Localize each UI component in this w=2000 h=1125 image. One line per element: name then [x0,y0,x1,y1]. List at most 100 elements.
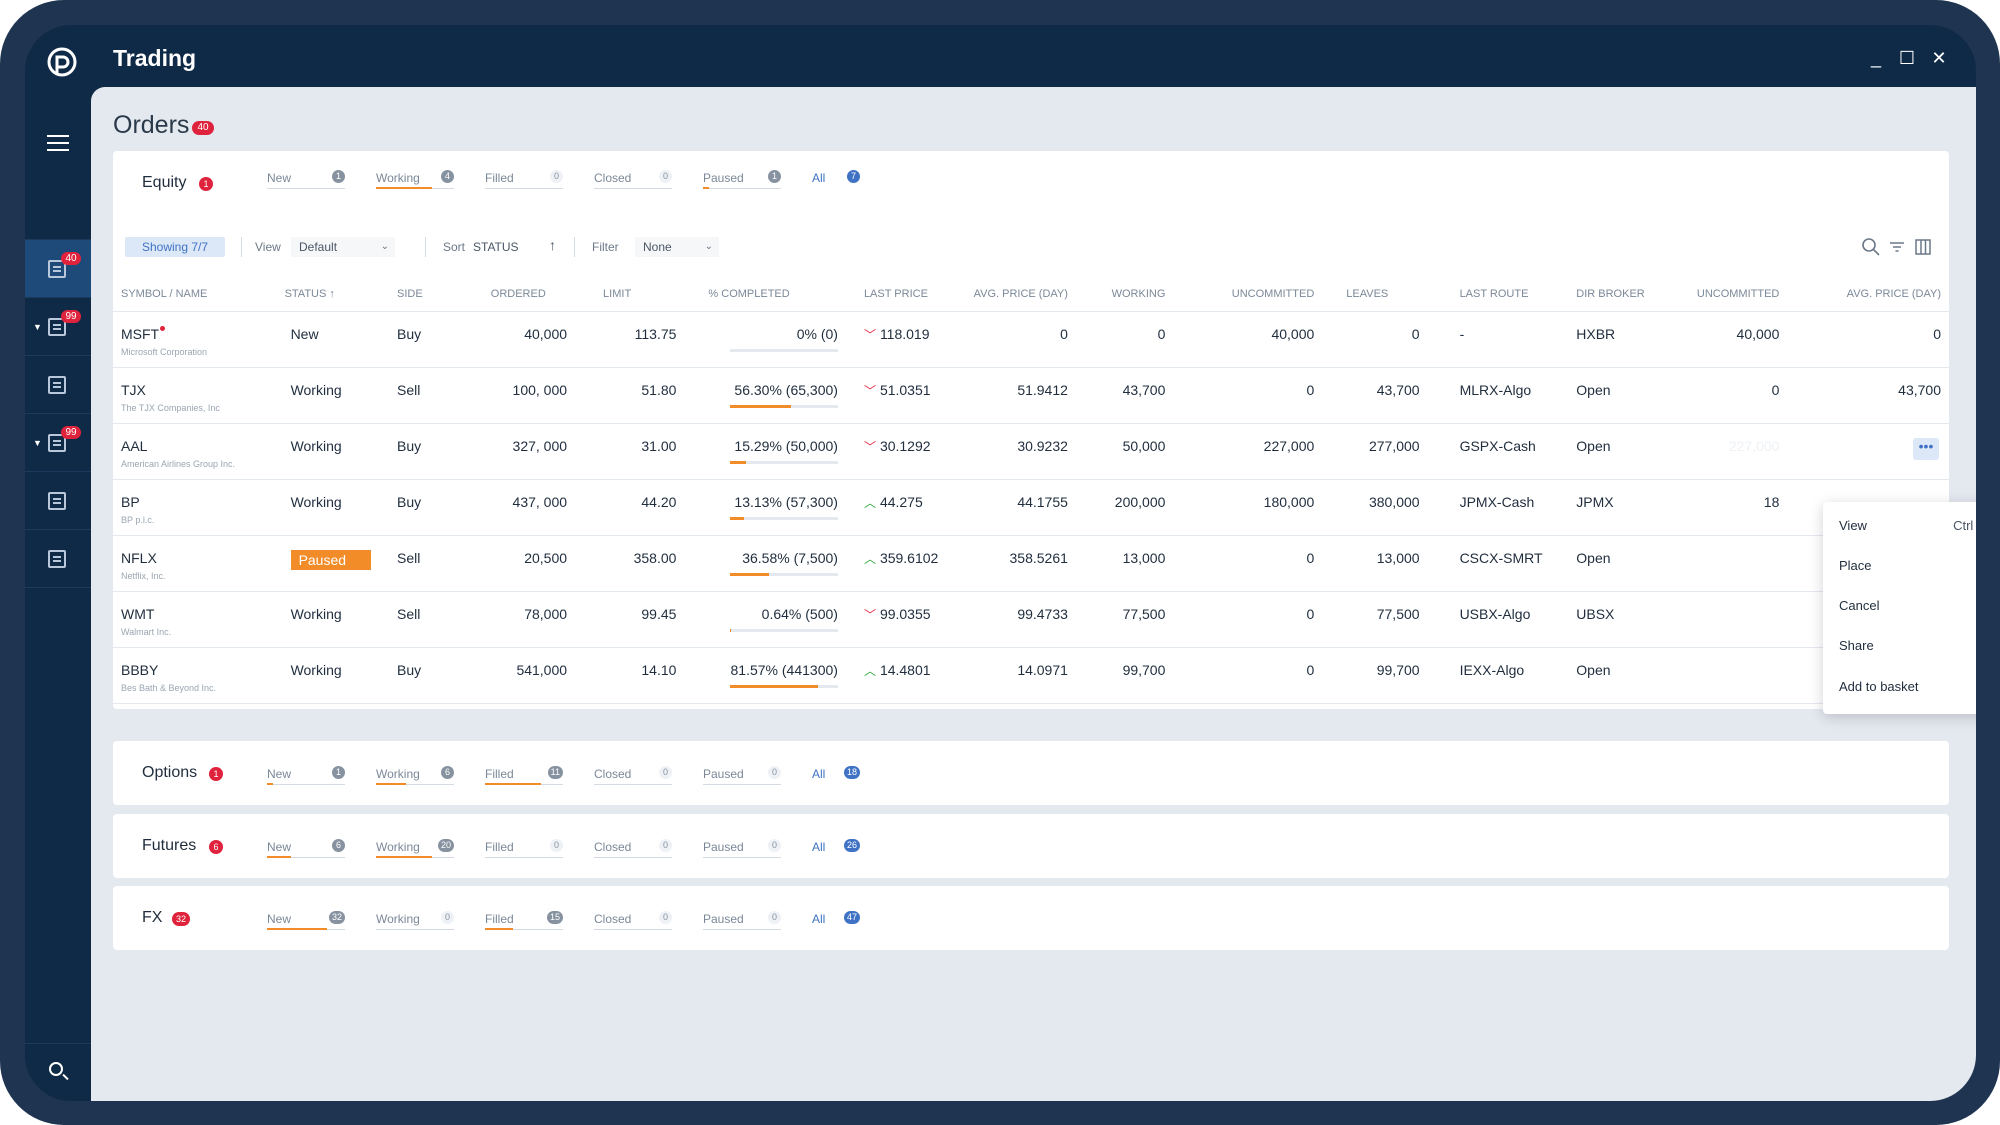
table-row[interactable]: NFLX Netflix, Inc. Paused Sell 20,500 358.00 3… [113,535,1949,592]
cell-last-route: USBX-Algo [1427,591,1553,648]
tab-working[interactable]: Working 0 [376,908,454,930]
cell-uncommitted: 180,000 [1189,479,1323,536]
search-icon[interactable] [1861,237,1881,257]
cell-dir-broker: Open [1552,423,1665,480]
menu-item-place[interactable]: Placep [1839,558,1976,582]
table-row[interactable]: WMT Walmart Inc. Working Sell 78,000 99.45 0.6… [113,591,1949,648]
cell-dir-broker: UBSX [1552,591,1665,648]
sidebar-item-orders[interactable]: 40 [25,239,91,297]
cell-leaves: 99,700 [1322,647,1428,704]
tab-count: 20 [437,839,454,852]
panel-badge: 1 [209,767,223,781]
tab-closed[interactable]: Closed 0 [594,167,672,189]
filter-icon[interactable] [1887,237,1907,257]
filter-select[interactable]: None ⌄ [635,237,719,257]
sidebar-item-doc2[interactable] [25,529,91,588]
tab-paused[interactable]: Paused 1 [703,167,781,189]
avg-price-2: 43,700 [1898,381,1941,398]
column-header[interactable]: ORDERED [470,277,576,312]
tab-progress [703,187,709,189]
completed-progress-bar [729,348,838,352]
column-header[interactable]: UNCOMMITTED [1189,277,1323,312]
table-row[interactable]: TJX The TJX Companies, Inc Working Sell 100,… [113,367,1949,424]
app-logo-icon [47,47,77,77]
alert-dot [160,325,166,331]
sidebar-search-button[interactable] [25,1043,91,1101]
tab-label: Paused [703,171,744,185]
tab-working[interactable]: Working 6 [376,763,454,785]
cell-avg-price: 14.0971 [963,647,1076,704]
menu-item-cancel[interactable]: Cancelc [1839,598,1976,622]
column-header[interactable]: WORKING [1075,277,1190,312]
menu-item-share[interactable]: Shares [1839,638,1976,662]
column-header[interactable]: UNCOMMITTED [1664,277,1788,312]
column-header[interactable]: % COMPLETED [684,277,846,312]
column-header[interactable]: DIR BROKER [1552,277,1665,312]
column-header[interactable]: SIDE [389,277,471,312]
tab-closed[interactable]: Closed 0 [594,763,672,785]
tab-label: New [267,767,292,781]
tab-filled[interactable]: Filled 15 [485,908,563,930]
maximize-icon[interactable]: ☐ [1898,48,1916,68]
sidebar-item-watchlist[interactable]: ▼ 99 [25,413,91,471]
columns-icon[interactable] [1913,237,1933,257]
cell-avg-price: 44.1755 [963,479,1076,536]
tab-new[interactable]: New 6 [267,836,345,858]
symbol: NFLX [121,549,157,566]
last-price: 99.0355 [879,605,931,622]
tab-new[interactable]: New 1 [267,167,345,189]
tab-closed[interactable]: Closed 0 [594,836,672,858]
tab-paused[interactable]: Paused 0 [703,763,781,785]
column-header[interactable]: LAST PRICE [845,277,964,312]
close-icon[interactable]: ✕ [1931,48,1947,68]
tab-all[interactable]: All 47 [812,908,860,930]
column-header[interactable]: AVG. PRICE (DAY) [963,277,1076,312]
sidebar-item-flag[interactable]: ▼ 99 [25,297,91,355]
tab-paused[interactable]: Paused 0 [703,908,781,930]
tab-all[interactable]: All 26 [812,836,860,858]
menu-item-view[interactable]: View Ctrl +v [1839,518,1976,542]
table-row[interactable]: MSFT Microsoft Corporation New Buy 40,000 113… [113,311,1949,368]
cell-working: 99,700 [1075,647,1190,704]
sidebar-item-doc1[interactable] [25,471,91,529]
column-header[interactable]: SYMBOL / NAME [113,277,277,312]
tab-count: 1 [768,170,781,183]
last-price: 30.1292 [879,437,931,454]
menu-item-label: Cancel [1839,598,1880,613]
sidebar-item-notes[interactable] [25,355,91,413]
cell-working: 50,000 [1075,423,1190,480]
tab-closed[interactable]: Closed 0 [594,908,672,930]
minimize-icon[interactable]: _ [1870,48,1881,68]
hamburger-menu-icon[interactable] [47,135,69,153]
tab-working[interactable]: Working 4 [376,167,454,189]
tab-filled[interactable]: Filled 0 [485,167,563,189]
table-row[interactable]: BP BP p.l.c. Working Buy 437, 000 44.20 13.13%… [113,479,1949,536]
tab-all[interactable]: All 18 [812,763,860,785]
status-text: New [290,325,319,342]
tab-new[interactable]: New 1 [267,763,345,785]
tab-working[interactable]: Working 20 [376,836,454,858]
sort-direction-icon[interactable]: ↑ [549,237,556,253]
menu-item-add-to-basket[interactable]: Add to basketa [1839,679,1976,703]
cell-symbol: AAL American Airlines Group Inc. [113,423,277,480]
tab-paused[interactable]: Paused 0 [703,836,781,858]
completed-progress-bar [729,572,838,576]
table-row[interactable]: AAL American Airlines Group Inc. Working Bu… [113,423,1949,480]
divider [574,237,575,257]
column-header[interactable]: LIMIT [575,277,685,312]
row-more-button[interactable]: ••• [1913,437,1939,460]
column-header-status[interactable]: STATUS ↑ [276,277,389,312]
column-header[interactable]: LEAVES [1322,277,1428,312]
tab-new[interactable]: New 32 [267,908,345,930]
sort-value[interactable]: STATUS [473,240,519,254]
table-row[interactable]: BBBY Bes Bath & Beyond Inc. Working Buy 541,… [113,647,1949,704]
tab-all[interactable]: All 7 [812,167,860,189]
column-header[interactable]: LAST ROUTE [1427,277,1553,312]
cell-avg-price-2: 0 [1787,311,1949,368]
tab-filled[interactable]: Filled 0 [485,836,563,858]
cell-last-price: ︿ 14.4801 [845,647,964,704]
column-header[interactable]: AVG. PRICE (DAY) [1787,277,1949,312]
view-select[interactable]: Default ⌄ [291,237,395,257]
tab-filled[interactable]: Filled 11 [485,763,563,785]
panel-badge: 6 [209,840,223,854]
